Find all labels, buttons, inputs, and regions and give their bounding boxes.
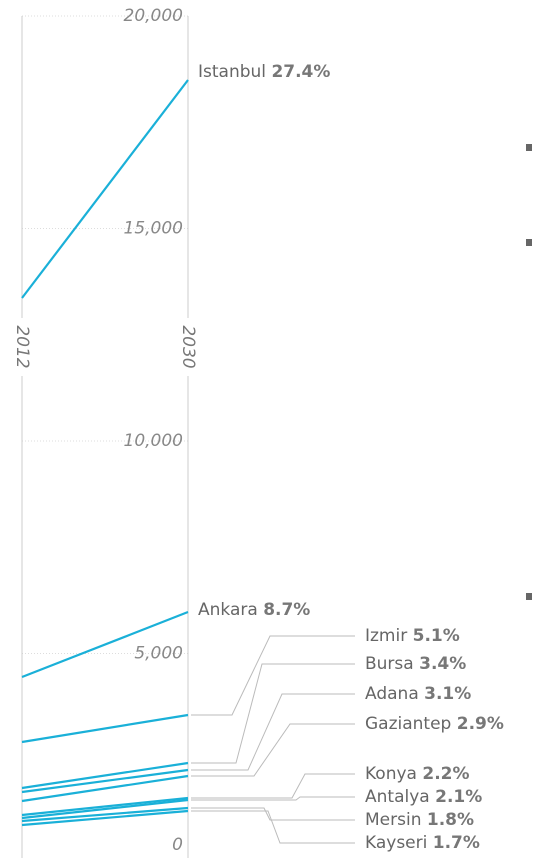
year-bg: [178, 318, 198, 376]
series-label: Izmir 5.1%: [365, 626, 460, 646]
slope-line: [21, 713, 189, 744]
marker: [526, 144, 532, 151]
slope-line: [21, 798, 189, 820]
series-label: Antalya 2.1%: [365, 787, 482, 807]
leader-line: [191, 773, 355, 799]
slope-line: [21, 761, 189, 790]
series-name: Konya: [365, 764, 417, 784]
leader-line: [191, 663, 355, 764]
series-label: Gaziantep 2.9%: [365, 714, 504, 734]
leader-line: [191, 796, 355, 801]
year-bg: [12, 318, 32, 376]
series-label: Bursa 3.4%: [365, 654, 466, 674]
slope-line: [21, 610, 189, 679]
series-name: Adana: [365, 684, 419, 704]
leader-line: [191, 693, 355, 771]
leader-line: [191, 635, 355, 716]
y-tick-label: 10,000: [124, 431, 183, 451]
series-label: Kayseri 1.7%: [365, 833, 480, 853]
series-share: 2.2%: [422, 764, 469, 784]
series-share: 1.8%: [427, 810, 474, 830]
slope-line: [21, 768, 189, 794]
leader-line: [191, 807, 355, 821]
series-share: 5.1%: [413, 626, 460, 646]
leader-line: [191, 723, 355, 777]
series-label: Istanbul 27.4%: [198, 62, 330, 82]
y-tick-label: 15,000: [124, 219, 183, 239]
x-label: 2030: [178, 325, 198, 368]
marker: [526, 239, 532, 246]
slope-line: [21, 79, 189, 299]
series-share: 1.7%: [433, 833, 480, 853]
x-label: 2012: [12, 325, 32, 368]
series-share: 3.1%: [424, 684, 471, 704]
series-label: Konya 2.2%: [365, 764, 470, 784]
series-label: Mersin 1.8%: [365, 810, 474, 830]
series-name: Kayseri: [365, 833, 427, 853]
y-tick-label: 20,000: [124, 6, 183, 26]
series-label: Adana 3.1%: [365, 684, 471, 704]
series-name: Izmir: [365, 626, 407, 646]
slope-line: [21, 806, 189, 823]
y-tick-label: 0: [172, 835, 183, 855]
slope-line: [21, 809, 189, 827]
y-tick-label: 5,000: [134, 644, 183, 664]
series-share: 27.4%: [271, 62, 330, 82]
series-name: Antalya: [365, 787, 430, 807]
series-name: Bursa: [365, 654, 414, 674]
slope-line: [21, 796, 189, 817]
leader-line: [191, 810, 355, 844]
series-share: 2.1%: [435, 787, 482, 807]
series-share: 2.9%: [457, 714, 504, 734]
series-name: Istanbul: [198, 62, 266, 82]
slope-line: [21, 774, 189, 803]
series-name: Mersin: [365, 810, 421, 830]
series-share: 3.4%: [419, 654, 466, 674]
series-name: Gaziantep: [365, 714, 451, 734]
series-label: Ankara 8.7%: [198, 600, 310, 620]
series-share: 8.7%: [263, 600, 310, 620]
marker: [526, 593, 532, 600]
series-name: Ankara: [198, 600, 258, 620]
